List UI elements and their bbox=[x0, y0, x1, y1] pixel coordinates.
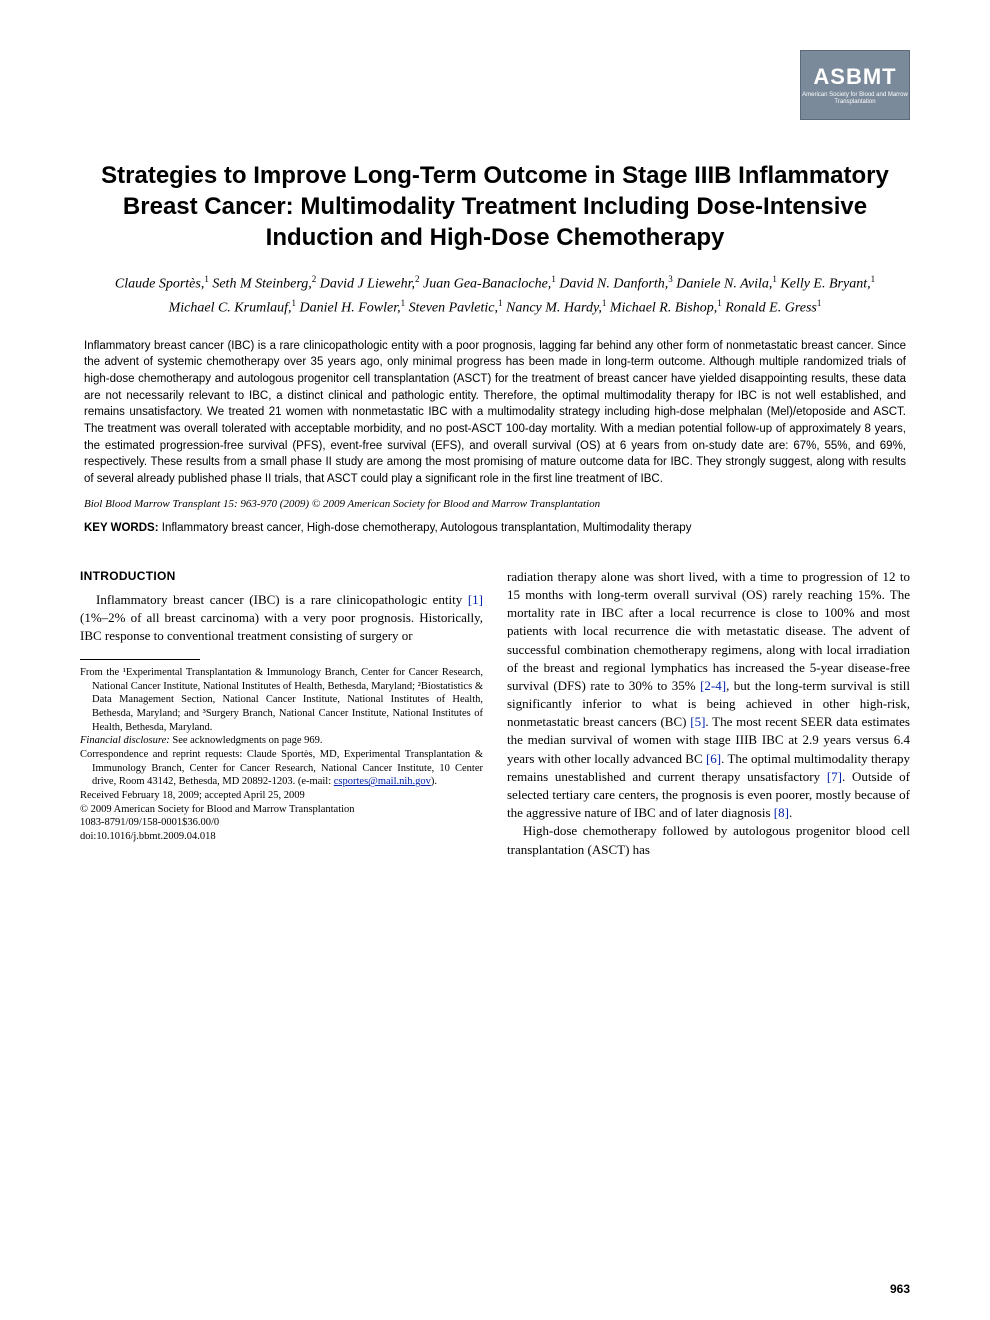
financial-disclosure: Financial disclosure: See acknowledgment… bbox=[80, 734, 483, 748]
keywords-label: KEY WORDS: bbox=[84, 522, 159, 534]
citation-line: Biol Blood Marrow Transplant 15: 963-970… bbox=[80, 498, 910, 510]
ref-link-2-4[interactable]: [2-4] bbox=[700, 678, 726, 693]
author-list: Claude Sportès,1 Seth M Steinberg,2 Davi… bbox=[80, 272, 910, 320]
issn-line: 1083-8791/09/158-0001$36.00/0 bbox=[80, 816, 483, 830]
introduction-heading: INTRODUCTION bbox=[80, 568, 483, 585]
publisher-logo: ASBMT American Society for Blood and Mar… bbox=[800, 50, 910, 120]
left-column: INTRODUCTION Inflammatory breast cancer … bbox=[80, 568, 483, 859]
correspondence-footnote: Correspondence and reprint requests: Cla… bbox=[80, 748, 483, 789]
ref-link-7[interactable]: [7] bbox=[827, 769, 842, 784]
keywords-text: Inflammatory breast cancer, High-dose ch… bbox=[162, 522, 692, 534]
body-paragraph-continued: radiation therapy alone was short lived,… bbox=[507, 568, 910, 823]
copyright-line: © 2009 American Society for Blood and Ma… bbox=[80, 803, 483, 817]
correspondence-email[interactable]: csportes@mail.nih.gov bbox=[334, 776, 431, 787]
footnotes-block: From the ¹Experimental Transplantation &… bbox=[80, 666, 483, 843]
received-date: Received February 18, 2009; accepted Apr… bbox=[80, 789, 483, 803]
body-columns: INTRODUCTION Inflammatory breast cancer … bbox=[80, 568, 910, 859]
keywords-block: KEY WORDS: Inflammatory breast cancer, H… bbox=[80, 520, 910, 536]
page-number: 963 bbox=[890, 1282, 910, 1296]
doi-line: doi:10.1016/j.bbmt.2009.04.018 bbox=[80, 830, 483, 844]
ref-link-1[interactable]: [1] bbox=[468, 592, 483, 607]
logo-text: ASBMT bbox=[813, 64, 896, 90]
body-paragraph-2: High-dose chemotherapy followed by autol… bbox=[507, 822, 910, 858]
ref-link-8[interactable]: [8] bbox=[774, 805, 789, 820]
footnote-separator bbox=[80, 659, 200, 660]
affiliation-footnote: From the ¹Experimental Transplantation &… bbox=[80, 666, 483, 734]
ref-link-6[interactable]: [6] bbox=[706, 751, 721, 766]
abstract-text: Inflammatory breast cancer (IBC) is a ra… bbox=[80, 338, 910, 488]
intro-paragraph-1: Inflammatory breast cancer (IBC) is a ra… bbox=[80, 591, 483, 646]
logo-subtitle: American Society for Blood and Marrow Tr… bbox=[801, 92, 909, 106]
right-column: radiation therapy alone was short lived,… bbox=[507, 568, 910, 859]
article-title: Strategies to Improve Long-Term Outcome … bbox=[80, 160, 910, 254]
ref-link-5[interactable]: [5] bbox=[690, 714, 705, 729]
